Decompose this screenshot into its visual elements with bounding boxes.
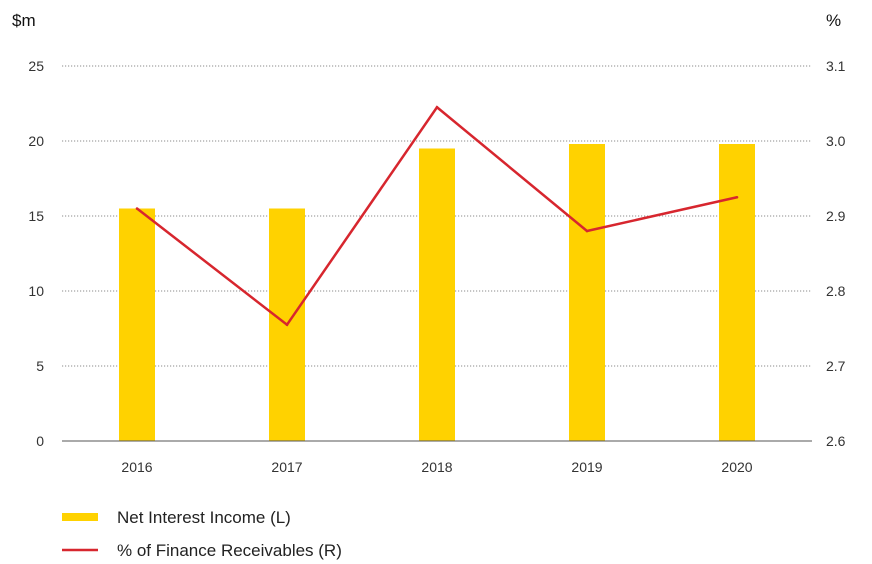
line-point	[135, 207, 139, 210]
line-point	[435, 105, 439, 109]
x-axis-ticks: 2016 2017 2018 2019 2020	[121, 459, 752, 475]
right-tick-label: 2.7	[826, 358, 846, 374]
legend-swatch-bar	[62, 513, 98, 521]
bar	[119, 208, 155, 441]
left-tick-label: 5	[36, 358, 44, 374]
line-point	[735, 195, 739, 199]
left-axis-unit: $m	[12, 11, 36, 30]
right-tick-label: 3.1	[826, 58, 846, 74]
x-tick-label: 2019	[571, 459, 602, 475]
right-tick-label: 2.9	[826, 208, 846, 224]
right-tick-label: 2.8	[826, 283, 846, 299]
line-series	[135, 105, 739, 327]
line-point	[585, 229, 589, 233]
bar	[719, 144, 755, 441]
line-point	[285, 323, 289, 327]
x-tick-label: 2016	[121, 459, 152, 475]
right-tick-label: 2.6	[826, 433, 846, 449]
right-tick-label: 3.0	[826, 133, 846, 149]
legend-label-line: % of Finance Receivables (R)	[117, 541, 342, 560]
legend: Net Interest Income (L) % of Finance Rec…	[62, 508, 342, 560]
left-tick-label: 25	[28, 58, 44, 74]
legend-label-bar: Net Interest Income (L)	[117, 508, 291, 527]
right-axis-ticks: 2.6 2.7 2.8 2.9 3.0 3.1	[826, 58, 846, 449]
x-tick-label: 2020	[721, 459, 752, 475]
x-tick-label: 2018	[421, 459, 452, 475]
bar-series	[119, 144, 755, 441]
left-axis-ticks: 0 5 10 15 20 25	[28, 58, 44, 449]
x-tick-label: 2017	[271, 459, 302, 475]
left-tick-label: 20	[28, 133, 44, 149]
left-tick-label: 10	[28, 283, 44, 299]
right-axis-unit: %	[826, 11, 841, 30]
left-tick-label: 15	[28, 208, 44, 224]
bar	[569, 144, 605, 441]
left-tick-label: 0	[36, 433, 44, 449]
bar	[419, 148, 455, 441]
